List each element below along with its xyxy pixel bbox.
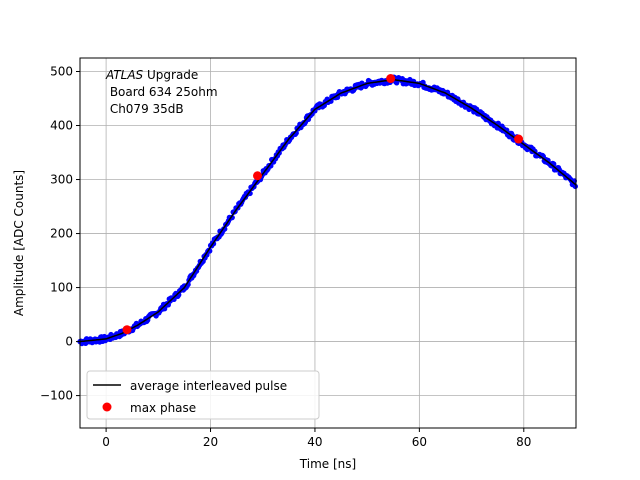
x-tick-label: 0	[102, 435, 110, 449]
legend-label-max-phase: max phase	[130, 401, 196, 415]
x-tick-label: 40	[307, 435, 322, 449]
legend-dot-swatch	[102, 402, 112, 412]
annotation-line-1: ATLAS Upgrade	[105, 68, 198, 82]
x-axis-label: Time [ns]	[299, 457, 356, 471]
max-phase-point	[514, 134, 524, 144]
annotation-line-2: Board 634 25ohm	[106, 85, 218, 99]
y-tick-label: −100	[40, 389, 73, 403]
x-tick-label: 20	[203, 435, 218, 449]
y-axis-label: Amplitude [ADC Counts]	[12, 170, 26, 316]
atlas-italic: ATLAS	[105, 68, 144, 82]
annotation: ATLAS Upgrade Board 634 25ohm Ch079 35dB	[105, 68, 218, 116]
y-tick-label: 400	[50, 119, 73, 133]
y-tick-label: 200	[50, 227, 73, 241]
sample-point	[229, 214, 235, 221]
sample-point	[572, 183, 578, 190]
x-tick-label: 60	[412, 435, 427, 449]
max-phase-point	[122, 325, 132, 335]
max-phase-point	[253, 171, 263, 181]
y-tick-label: 300	[50, 173, 73, 187]
legend-label-average: average interleaved pulse	[130, 379, 287, 393]
y-tick-label: 500	[50, 65, 73, 79]
max-phase-point	[386, 74, 396, 84]
annotation-line-3: Ch079 35dB	[106, 102, 184, 116]
legend: average interleaved pulse max phase	[86, 370, 320, 420]
y-tick-label: 0	[65, 335, 73, 349]
y-axis-ticks: −100 0 100 200 300 400 500	[40, 65, 80, 403]
sample-point	[394, 80, 400, 86]
annotation-upgrade: Upgrade	[143, 68, 198, 82]
y-tick-label: 100	[50, 281, 73, 295]
max-phase-layer	[122, 74, 524, 335]
x-axis-ticks: 0 20 40 60 80	[102, 428, 531, 449]
average-pulse-line	[79, 78, 577, 343]
x-tick-label: 80	[516, 435, 531, 449]
legend-box	[86, 370, 320, 420]
average-line-layer	[79, 78, 577, 343]
plot-frame	[79, 57, 577, 429]
